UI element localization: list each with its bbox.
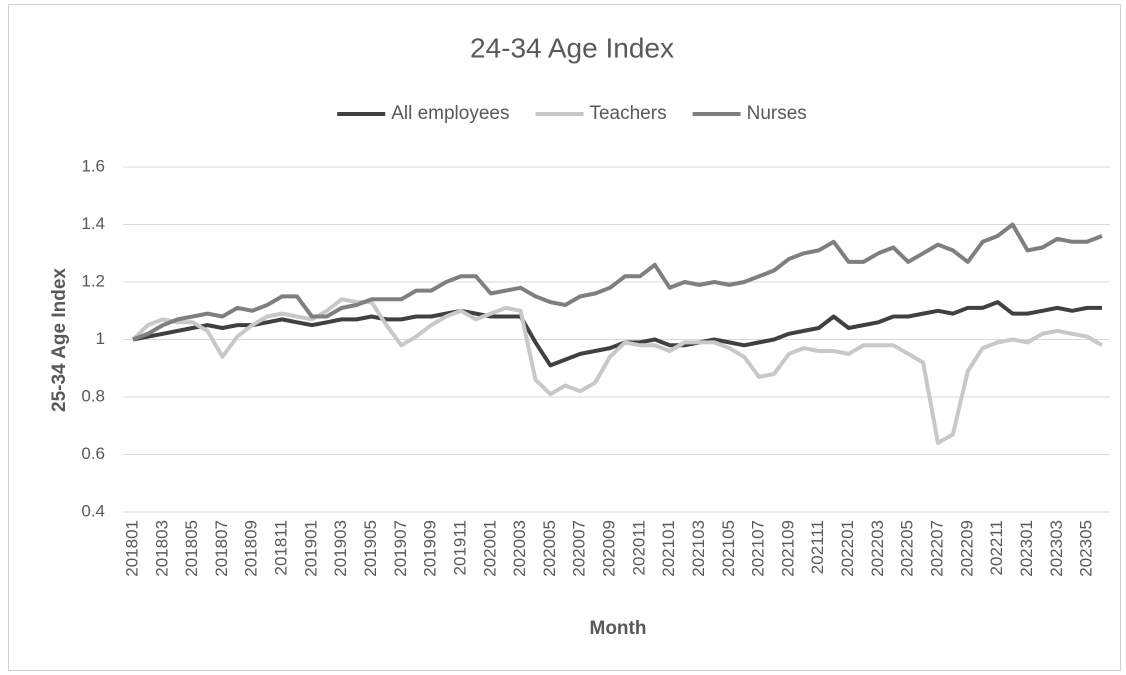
x-tick-label: 202111 — [808, 520, 827, 574]
y-tick-label: 1 — [96, 329, 105, 348]
x-tick-label: 202305 — [1077, 520, 1096, 577]
x-tick-label: 202003 — [510, 520, 529, 577]
series-line — [132, 222, 1103, 342]
x-tick-label: 202011 — [629, 520, 648, 575]
x-tick-label: 202105 — [719, 520, 738, 577]
x-tick-label: 202205 — [898, 520, 917, 577]
x-tick-label: 202207 — [927, 520, 946, 577]
chart-border — [8, 4, 1121, 671]
y-tick-label: 0.4 — [81, 501, 105, 520]
x-tick-label: 201803 — [152, 520, 171, 577]
x-tick-label: 202107 — [749, 520, 768, 577]
x-tick-label: 202201 — [838, 520, 857, 577]
y-tick-label: 1.2 — [81, 271, 105, 290]
x-tick-label: 201807 — [212, 520, 231, 577]
x-tick-label: 202303 — [1047, 520, 1066, 577]
x-tick-label: 201903 — [331, 520, 350, 577]
x-tick-label: 202109 — [778, 520, 797, 577]
chart-title: 24-34 Age Index — [470, 32, 674, 63]
y-axis-title: 25-34 Age Index — [49, 268, 70, 412]
x-tick-label: 202209 — [957, 520, 976, 577]
legend-label: Teachers — [589, 103, 666, 124]
x-tick-label: 201811 — [272, 520, 291, 575]
x-tick-label: 202001 — [480, 520, 499, 577]
series-line — [132, 300, 1102, 368]
x-tick-label: 201805 — [182, 520, 201, 577]
x-axis-title: Month — [590, 618, 647, 639]
y-tick-label: 1.6 — [81, 156, 105, 175]
legend-label: All employees — [391, 103, 509, 124]
legend-label: Nurses — [747, 103, 807, 124]
x-tick-label: 201809 — [242, 520, 261, 577]
y-tick-label: 0.8 — [81, 386, 105, 405]
x-tick-label: 202103 — [689, 520, 708, 577]
x-tick-label: 201911 — [450, 520, 469, 575]
x-tick-label: 202301 — [1017, 520, 1036, 577]
x-tick-label: 201901 — [301, 520, 320, 577]
x-tick-label: 202009 — [600, 520, 619, 577]
x-tick-label: 201801 — [122, 520, 141, 577]
x-tick-label: 202211 — [987, 520, 1006, 575]
x-tick-label: 202203 — [868, 520, 887, 577]
y-tick-label: 0.6 — [81, 444, 105, 463]
x-tick-label: 201909 — [421, 520, 440, 577]
x-tick-label: 202005 — [540, 520, 559, 577]
y-tick-label: 1.4 — [81, 214, 105, 233]
series-line — [131, 297, 1104, 445]
x-tick-label: 201905 — [361, 520, 380, 577]
x-tick-label: 202007 — [570, 520, 589, 577]
x-tick-label: 202101 — [659, 520, 678, 577]
x-tick-label: 201907 — [391, 520, 410, 577]
